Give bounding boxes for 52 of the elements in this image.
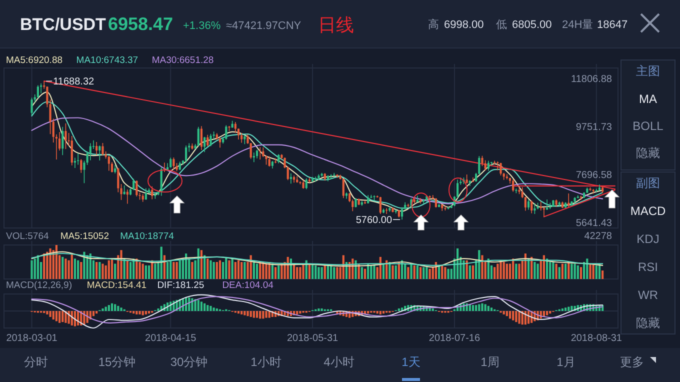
text: 1周 [480, 355, 500, 369]
text: 1小时 [250, 355, 282, 369]
text: 低 [496, 19, 507, 31]
text: 18647 [597, 19, 628, 31]
text: 15分钟 [98, 355, 136, 369]
text: MACD:154.41 [86, 280, 147, 291]
text: 高 [428, 18, 439, 31]
text: BTC/USDT [20, 15, 107, 34]
series-label: DEA:104.04 [222, 280, 274, 291]
text: MA [639, 92, 657, 106]
text: WR [638, 288, 658, 302]
text: 更多 [620, 355, 644, 369]
text: 6805.00 [512, 19, 552, 31]
text: VOL:5764 [6, 231, 49, 242]
text: MACD [630, 204, 666, 218]
text: 隐藏 [636, 316, 660, 330]
text: RSI [638, 260, 658, 274]
text: MACD(12,26,9) [6, 280, 72, 291]
x-tick-label: 2018-05-31 [286, 333, 339, 344]
series-label: MA5:15052 [60, 231, 109, 242]
text: 30分钟 [170, 355, 208, 369]
annotation: 5760.00 [356, 215, 392, 226]
text: 副图 [636, 176, 660, 190]
text: 24H量 [562, 19, 594, 31]
text: 日线 [318, 15, 354, 35]
annotation: 11688.32 [53, 76, 95, 88]
text: 隐藏 [636, 146, 660, 160]
y-tick-label: 11806.88 [571, 74, 612, 85]
text: 6998.00 [444, 19, 484, 31]
x-tick-label: 2018-08-31 [570, 333, 622, 344]
text: BOLL [632, 119, 664, 133]
series-label: DIF:181.25 [157, 280, 204, 291]
text: 1天 [402, 355, 420, 369]
text: 1月 [556, 355, 576, 369]
x-tick-label: 2018-04-15 [145, 333, 197, 344]
x-tick-label: 2018-07-16 [428, 333, 480, 344]
text: MA10:6743.37 [76, 55, 138, 66]
y-tick-label: 5641.43 [576, 218, 612, 229]
text: 分时 [24, 355, 48, 369]
text: 42278 [584, 231, 612, 242]
text: 6958.47 [108, 14, 174, 34]
text: ≈47421.97CNY [226, 20, 302, 32]
text: MA30:6651.28 [152, 55, 214, 66]
y-tick-label: 7696.58 [576, 170, 612, 181]
text: +1.36% [183, 20, 221, 32]
text: KDJ [636, 232, 660, 246]
text: 主图 [636, 64, 660, 78]
x-tick-label: 2018-03-01 [6, 333, 58, 344]
text: 4小时 [324, 355, 354, 369]
series-label: MA10:18774 [120, 231, 174, 242]
y-tick-label: 9751.73 [576, 122, 612, 133]
text: MA5:6920.88 [6, 55, 63, 66]
